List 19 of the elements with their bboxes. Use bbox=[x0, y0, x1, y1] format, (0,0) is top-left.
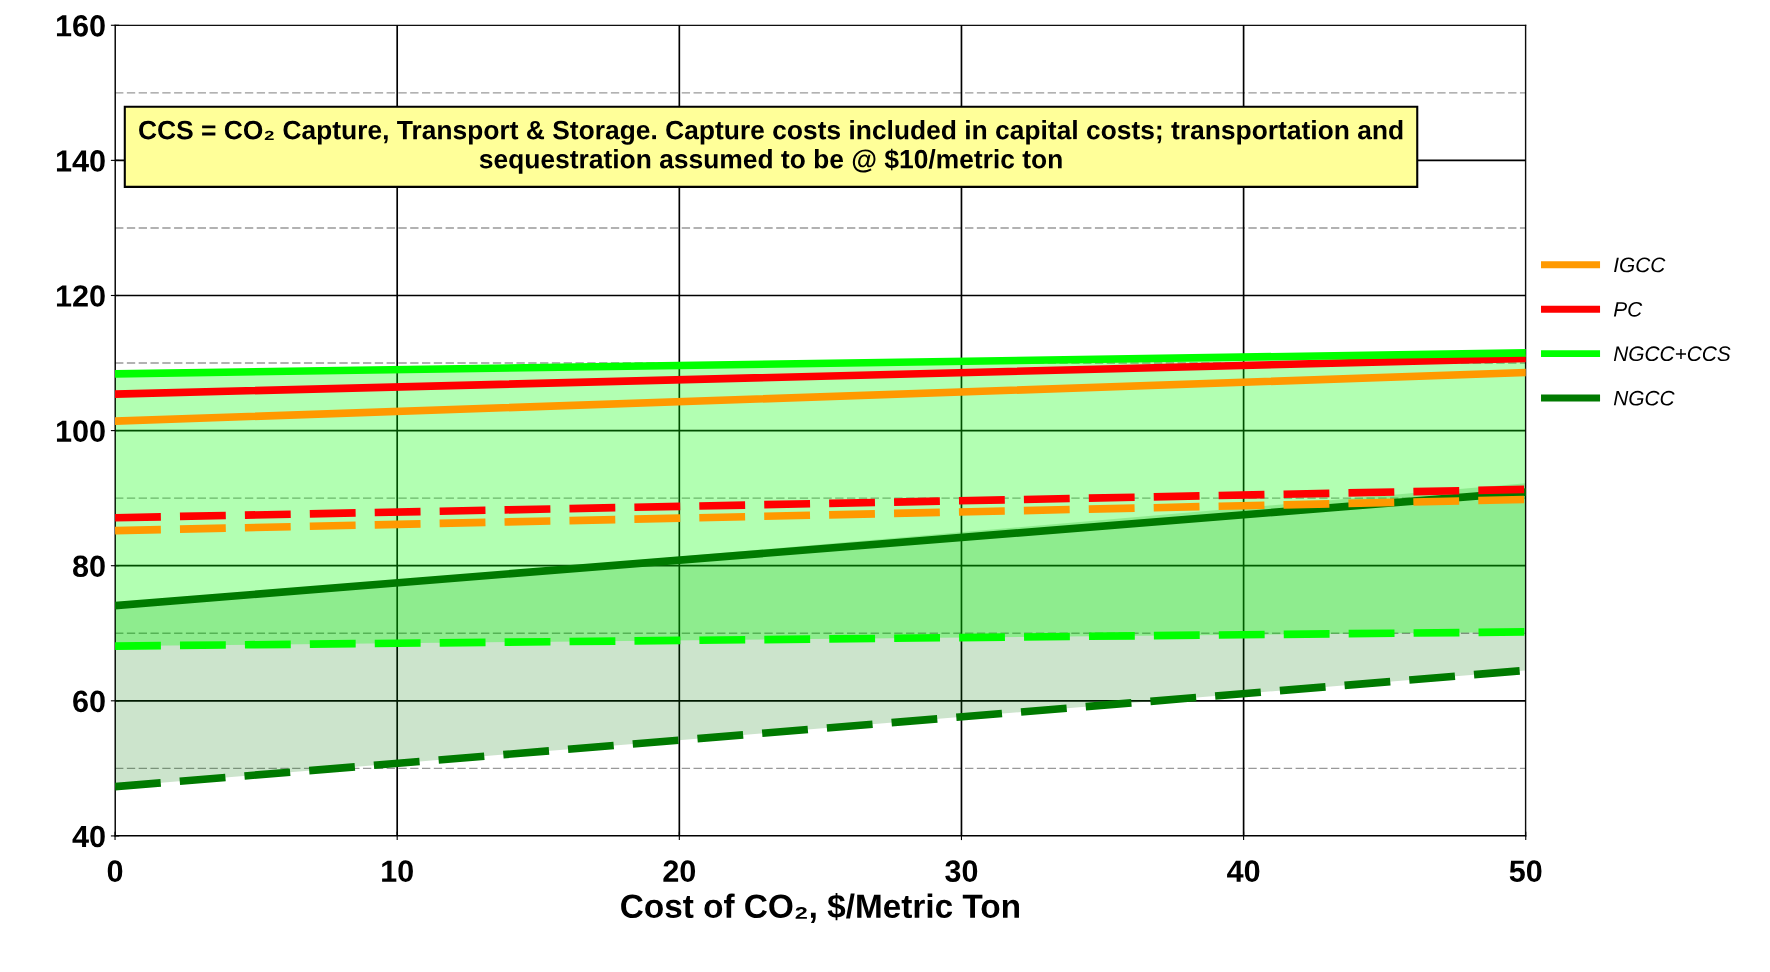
x-tick-label: 30 bbox=[945, 860, 978, 883]
x-axis-title: Cost of CO₂, $/Metric Ton bbox=[621, 892, 1019, 923]
y-tick-label: 40 bbox=[72, 825, 105, 848]
x-tick-label: 50 bbox=[1509, 860, 1542, 882]
x-tick-label: 40 bbox=[1227, 860, 1260, 882]
legend-label: NGCC+CCS bbox=[1613, 346, 1731, 362]
annotation: CCS = CO₂ Capture, Transport & Storage. Capture costs included in capital costs; transportation and sequestration assumed to be @ $10/metric ton bbox=[139, 120, 1403, 174]
y-tick-label: 160 bbox=[56, 15, 105, 37]
legend-label: PC bbox=[1613, 301, 1643, 317]
y-tick-label: 100 bbox=[56, 420, 105, 442]
x-tick-label: 0 bbox=[107, 860, 123, 882]
x-tick-label: 10 bbox=[382, 860, 413, 882]
y-tick-label: 80 bbox=[73, 555, 105, 578]
y-tick-label: 140 bbox=[56, 150, 105, 172]
y-tick-label: 60 bbox=[73, 690, 105, 713]
x-tick-label: 20 bbox=[663, 860, 696, 882]
legend-label: IGCC bbox=[1614, 257, 1666, 273]
y-tick-label: 120 bbox=[56, 285, 105, 307]
legend-label: NGCC bbox=[1613, 390, 1675, 406]
